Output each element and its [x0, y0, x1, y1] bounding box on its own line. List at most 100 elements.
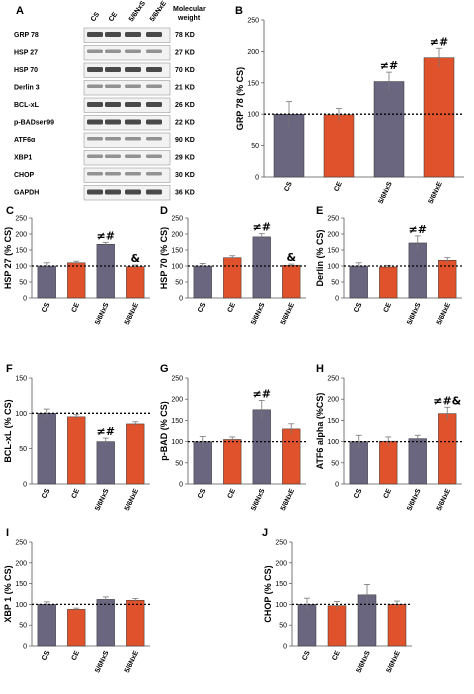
y-tick-label: 100: [15, 411, 27, 418]
blot-band: [125, 49, 141, 53]
y-tick-label: 100: [15, 264, 27, 271]
y-tick-label: 0: [23, 296, 27, 303]
y-tick-label: 200: [171, 397, 183, 404]
x-tick-label: 5/6NxS: [94, 302, 110, 326]
blot-band: [125, 102, 141, 107]
x-tick-label: CE: [71, 650, 82, 662]
y-tick-label: 0: [23, 644, 27, 651]
significance-annotation: ≠#: [380, 59, 398, 72]
bar: [37, 265, 56, 299]
blot-band: [87, 32, 103, 37]
y-tick-label: 200: [247, 49, 259, 56]
significance-annotation: ≠#: [253, 221, 271, 234]
chart-panel-b: B 0 50 100 150 200 250 GRP 78 (% CS) CS CE 5/6NxS ≠…: [235, 5, 464, 205]
blot-mw-label: 22 KD: [175, 120, 195, 127]
bar: [37, 604, 56, 647]
blot-protein-label: HSP 27: [14, 50, 38, 57]
blot-band: [125, 137, 141, 141]
bar: [193, 441, 212, 485]
significance-annotation: ≠#: [409, 223, 427, 236]
bar: [252, 236, 271, 299]
chart-panel-f: F 0 50 100 150 BCL-xL (% CS) CS CE 5/6NxS ≠# 5/6Nx…: [3, 363, 150, 512]
blot-band: [146, 137, 162, 141]
blot-band: [146, 84, 162, 88]
blot-band: [146, 189, 162, 195]
blot-mw-label: 21 KD: [175, 85, 195, 92]
blot-band: [105, 102, 121, 107]
y-tick-label: 200: [327, 232, 339, 239]
y-axis-label: HSP 70 (% CS): [159, 227, 169, 289]
blot-band: [105, 154, 121, 158]
x-tick-label: 5/6NxS: [406, 488, 422, 512]
western-blot-panel: A CS CE 5/6NxS 5/6NxE Molecular weight GRP 78 78…: [14, 0, 206, 201]
blot-band: [146, 102, 162, 107]
blot-band: [87, 189, 103, 195]
y-tick-label: 0: [335, 296, 339, 303]
x-tick-label: CE: [331, 650, 342, 662]
x-tick-label: CS: [353, 488, 364, 500]
blot-band: [87, 102, 103, 107]
y-tick-label: 150: [247, 80, 259, 87]
x-tick-label: 5/6NxE: [428, 181, 444, 205]
x-tick-label: 5/6NxS: [250, 302, 266, 326]
y-tick-label: 0: [335, 482, 339, 489]
x-tick-label: CS: [197, 302, 208, 314]
y-tick-label: 0: [23, 482, 27, 489]
bar: [126, 266, 145, 299]
bar: [323, 114, 355, 178]
y-axis-label: ATF6 alpha (%CS): [315, 393, 325, 470]
bar: [126, 423, 145, 485]
y-tick-label: 250: [327, 376, 339, 383]
x-tick-label: 5/6NxS: [94, 488, 110, 512]
chart-panel-h: H 0 50 100 150 200 250 ATF6 alpha (%CS) CS CE 5/6N…: [315, 363, 462, 512]
panel-label-f: F: [6, 363, 13, 375]
y-tick-label: 0: [283, 644, 287, 651]
chart-panel-g: G 0 50 100 150 200 250 p-BAD (% CS) CS CE 5/6NxS ≠#…: [159, 363, 306, 512]
blot-band: [105, 84, 121, 88]
y-axis-label: Derlin (% CS): [315, 229, 325, 286]
y-tick-label: 100: [15, 602, 27, 609]
significance-annotation: ≠#: [253, 387, 271, 400]
x-tick-label: 5/6NxE: [436, 302, 452, 326]
y-tick-label: 50: [331, 280, 339, 287]
bar: [327, 605, 347, 647]
blot-band: [146, 49, 162, 53]
y-tick-label: 250: [275, 540, 287, 547]
y-tick-label: 100: [171, 264, 183, 271]
bar: [126, 599, 145, 647]
y-tick-label: 0: [179, 296, 183, 303]
blot-mw-label: 78 KD: [175, 32, 195, 39]
blot-mw-label: 70 KD: [175, 67, 195, 74]
blot-band: [87, 154, 103, 158]
significance-annotation: &: [130, 252, 140, 265]
x-tick-label: 5/6NxE: [386, 650, 402, 674]
blot-band: [125, 84, 141, 88]
blot-band: [125, 119, 141, 125]
blot-band: [105, 67, 121, 72]
y-tick-label: 150: [275, 581, 287, 588]
blot-band: [105, 189, 121, 195]
blot-band: [146, 154, 162, 158]
blot-protein-label: p-BADser99: [14, 120, 54, 127]
x-tick-label: 5/6NxE: [124, 488, 140, 512]
blot-lane-label: 5/6NxS: [128, 0, 147, 23]
bar: [379, 266, 398, 299]
y-tick-label: 100: [171, 439, 183, 446]
bar: [67, 416, 86, 485]
mw-header-line1: Molecular: [173, 6, 206, 13]
x-tick-label: CE: [227, 302, 238, 314]
y-axis-label: CHOP (% CS): [263, 565, 273, 622]
bar: [282, 428, 301, 485]
blot-protein-label: CHOP: [14, 172, 35, 179]
blot-lane-label: CE: [108, 11, 120, 23]
x-tick-label: CS: [301, 650, 312, 662]
blot-band: [146, 119, 162, 125]
bar: [223, 257, 242, 299]
y-tick-label: 50: [175, 460, 183, 467]
y-tick-label: 200: [15, 232, 27, 239]
blot-band: [87, 49, 103, 53]
